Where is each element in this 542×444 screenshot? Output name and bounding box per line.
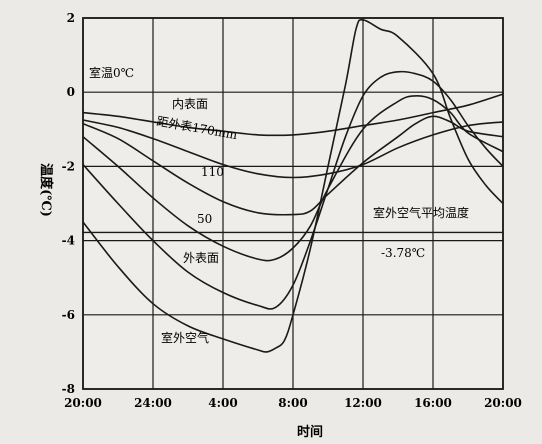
reference-line-name: 室外空气平均温度 <box>373 205 469 220</box>
y-tick-label: 2 <box>67 11 75 25</box>
x-tick-label: 12:00 <box>344 396 382 410</box>
x-tick-label: 20:00 <box>64 396 102 410</box>
tick-labels: 20:00 24:00 4:00 8:00 12:00 16:00 20:00 2 0 -2 -4 -… <box>62 11 522 410</box>
x-tick-label: 4:00 <box>208 396 237 410</box>
y-tick-label: -4 <box>62 234 75 248</box>
x-tick-label: 20:00 <box>484 396 522 410</box>
series-line-5 <box>82 19 504 353</box>
room-temperature-label: 室温0℃ <box>89 65 134 80</box>
plot-frame <box>82 17 504 390</box>
series-label-110: 110 <box>201 165 224 179</box>
reference-line-value: -3.78℃ <box>381 246 425 260</box>
x-axis-title: 时间 <box>297 424 323 440</box>
series-label-outdoor-air: 室外空气 <box>161 330 209 345</box>
series-label-inner-surface: 内表面 <box>172 97 208 111</box>
series-line-4 <box>82 70 504 310</box>
x-tick-label: 8:00 <box>278 396 307 410</box>
series-line-2 <box>82 115 504 216</box>
y-tick-label: -2 <box>62 159 75 173</box>
series-lines <box>82 19 504 353</box>
x-tick-label: 24:00 <box>134 396 172 410</box>
x-tick-label: 16:00 <box>414 396 452 410</box>
y-tick-label: -8 <box>62 382 75 396</box>
series-label-outer-surface: 外表面 <box>183 251 219 265</box>
series-label-50: 50 <box>197 212 212 226</box>
series-line-0 <box>82 93 504 137</box>
series-line-1 <box>82 119 504 179</box>
y-axis-title: 温度(℃) <box>38 163 54 217</box>
series-line-3 <box>82 95 504 262</box>
y-tick-label: 0 <box>67 85 75 99</box>
y-tick-label: -6 <box>62 308 75 322</box>
